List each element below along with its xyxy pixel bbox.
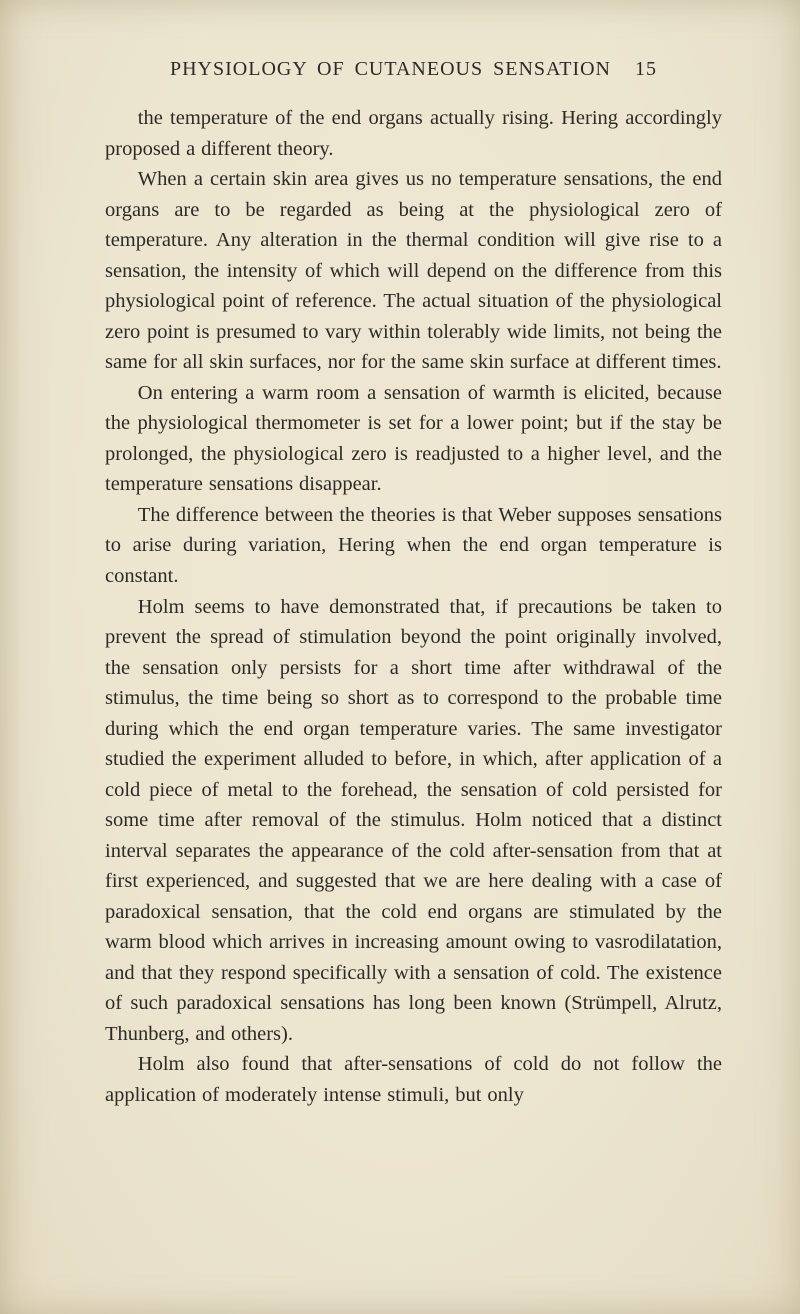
- paragraph: Holm seems to have demonstrated that, if…: [105, 592, 722, 1050]
- paragraph: On entering a warm room a sensation of w…: [105, 378, 722, 500]
- document-page: PHYSIOLOGY OF CUTANEOUS SENSATION 15 the…: [0, 0, 800, 1314]
- paragraph: The difference between the theories is t…: [105, 500, 722, 592]
- paragraph: When a certain skin area gives us no tem…: [105, 164, 722, 378]
- running-head: PHYSIOLOGY OF CUTANEOUS SENSATION 15: [105, 58, 722, 81]
- body-text: the temperature of the end organs actual…: [105, 103, 722, 1111]
- paragraph: Holm also found that after-sensations of…: [105, 1049, 722, 1110]
- running-title: PHYSIOLOGY OF CUTANEOUS SENSATION: [170, 58, 611, 80]
- page-number: 15: [635, 58, 657, 80]
- paragraph: the temperature of the end organs actual…: [105, 103, 722, 164]
